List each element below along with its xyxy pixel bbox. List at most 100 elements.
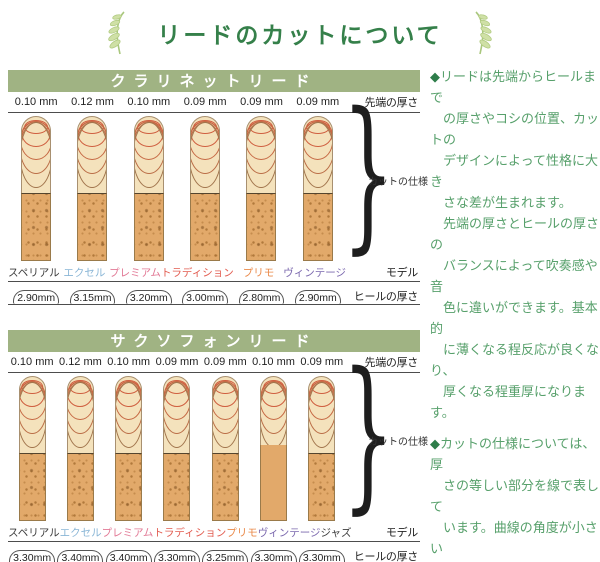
tip-thickness-value: 0.12 mm	[71, 96, 114, 108]
note-text: カットの仕様については、厚 さの等しい部分を線で表して います。曲線の角度が小さ…	[430, 436, 600, 556]
reed-bark	[211, 453, 239, 521]
model-name: エクセル	[59, 526, 102, 539]
reed-vamp	[260, 376, 288, 445]
diamond-bullet-icon: ◆	[430, 436, 440, 451]
heel-thickness-value: 3.00mm	[182, 290, 229, 304]
heel-thickness-row: 3.30mm 3.40mm 3.40mm 3.30mm 3.25mm 3.30mm 3.30…	[8, 542, 420, 562]
reed-bark	[190, 193, 221, 261]
heel-cell: 3.40mm	[105, 550, 153, 562]
model-name: ジャズ	[320, 526, 352, 539]
reed-cell	[56, 376, 104, 523]
model-name: エクセル	[63, 266, 106, 279]
reed-cell	[64, 116, 120, 263]
cut-spec-label: カットの仕様	[368, 177, 428, 188]
reed-illustration	[163, 376, 191, 521]
reed-illustration	[308, 376, 336, 521]
note-paragraph: ◆リードは先端からヒールまで の厚さやコシの位置、カットの デザインによって性格…	[430, 66, 600, 423]
tip-thickness-value: 0.09 mm	[183, 96, 227, 108]
model-name: トラディション	[153, 526, 227, 539]
reed-cell	[105, 376, 153, 523]
brace-icon: }	[342, 77, 395, 269]
reed-bark	[246, 193, 277, 261]
reed-vamp	[133, 116, 164, 193]
heel-cell: 3.00mm	[177, 290, 233, 304]
notes-column: ◆リードは先端からヒールまで の厚さやコシの位置、カットの デザインによって性格…	[430, 66, 600, 562]
clarinet-section: クラリネットリード 0.10 mm 0.12 mm 0.10 mm 0.09 mm 0.…	[8, 70, 428, 305]
heel-thickness-value: 3.30mm	[154, 550, 200, 562]
heel-thickness-value: 3.20mm	[125, 290, 172, 304]
heel-row-label: ヒールの厚さ	[353, 551, 419, 562]
cut-contour-line	[116, 382, 142, 448]
model-name: ヴィンテージ	[257, 526, 321, 539]
heel-thickness-value: 2.90mm	[294, 290, 341, 304]
note-paragraph: ◆カットの仕様については、厚 さの等しい部分を線で表して います。曲線の角度が小…	[430, 433, 600, 562]
model-row-label: モデル	[385, 267, 418, 279]
model-name: プリモ	[226, 526, 258, 539]
tip-thickness-row: 0.10 mm 0.12 mm 0.10 mm 0.09 mm 0.09 mm 0.09 …	[8, 92, 420, 113]
reed-cell	[177, 116, 233, 263]
reed-illustration	[260, 376, 288, 521]
tip-thickness-value: 0.10 mm	[107, 356, 151, 368]
reed-vamp	[302, 116, 333, 193]
model-name: プレミアム	[101, 526, 154, 539]
heel-cell: 3.20mm	[121, 290, 177, 304]
reed-vamp	[115, 376, 143, 453]
reed-cell	[233, 116, 289, 263]
cut-contour-line	[191, 122, 220, 188]
reed-vamp	[211, 376, 239, 453]
saxophone-section: サクソフォンリード 0.10 mm 0.12 mm 0.10 mm 0.09 mm 0.…	[8, 330, 428, 562]
heel-cell: 3.30mm	[249, 550, 297, 562]
reed-bark	[302, 193, 333, 261]
reed-illustration	[115, 376, 143, 521]
cut-contour-line	[78, 122, 107, 188]
reed-illustration	[18, 376, 46, 521]
heel-cell: 3.30mm	[8, 550, 56, 562]
cut-contour-line	[164, 382, 190, 448]
model-name: スペリアル	[8, 266, 60, 279]
cut-spec-label: カットの仕様	[368, 437, 428, 448]
reed-bark	[163, 453, 191, 521]
tip-thickness-value: 0.09 mm	[300, 356, 344, 368]
heel-row-label: ヒールの厚さ	[353, 291, 419, 303]
reed-vamp	[246, 116, 277, 193]
reed-cell	[121, 116, 177, 263]
heel-thickness-value: 3.25mm	[202, 550, 249, 562]
heel-thickness-value: 2.90mm	[13, 290, 60, 304]
leaf-icon	[108, 11, 125, 55]
reed-vamp	[308, 376, 336, 453]
reed-cell	[8, 116, 64, 263]
cut-contour-line	[134, 122, 163, 188]
reed-bark	[77, 193, 108, 261]
heel-thickness-value: 3.40mm	[57, 550, 104, 562]
heel-cell: 3.30mm	[298, 550, 346, 562]
reed-illustration	[133, 116, 164, 261]
reed-cell	[153, 376, 201, 523]
reed-illustration	[246, 116, 277, 261]
heel-thickness-value: 3.30mm	[250, 550, 297, 562]
page-header: リードのカットについて	[0, 8, 600, 58]
cut-contour-line	[303, 122, 332, 188]
reed-bark	[260, 445, 288, 521]
cut-contour-line	[247, 122, 276, 188]
tip-thickness-value: 0.09 mm	[155, 356, 199, 368]
cut-contour-line	[261, 382, 287, 445]
model-name: スペリアル	[8, 526, 60, 539]
model-name: プリモ	[242, 266, 275, 279]
tip-row-label: 先端の厚さ	[364, 97, 419, 109]
reed-cell	[298, 376, 346, 523]
reed-bark	[66, 453, 94, 521]
reed-illustration	[77, 116, 108, 261]
saxophone-section-title: サクソフォンリード	[8, 330, 420, 352]
model-row: スペリアル エクセル プレミアム トラディション プリモ ヴィンテージ モデル	[8, 263, 420, 282]
diamond-bullet-icon: ◆	[430, 69, 440, 84]
tip-thickness-row: 0.10 mm 0.12 mm 0.10 mm 0.09 mm 0.09 mm 0.10 …	[8, 352, 420, 373]
heel-cell: 3.40mm	[56, 550, 104, 562]
tip-thickness-value: 0.09 mm	[240, 96, 283, 108]
note-text: リードは先端からヒールまで の厚さやコシの位置、カットの デザインによって性格に…	[430, 69, 600, 420]
cut-contour-line	[309, 382, 335, 448]
reed-bark	[21, 193, 52, 261]
heel-cell: 3.25mm	[201, 550, 249, 562]
model-name: プレミアム	[109, 266, 161, 279]
reed-bark	[308, 453, 336, 521]
